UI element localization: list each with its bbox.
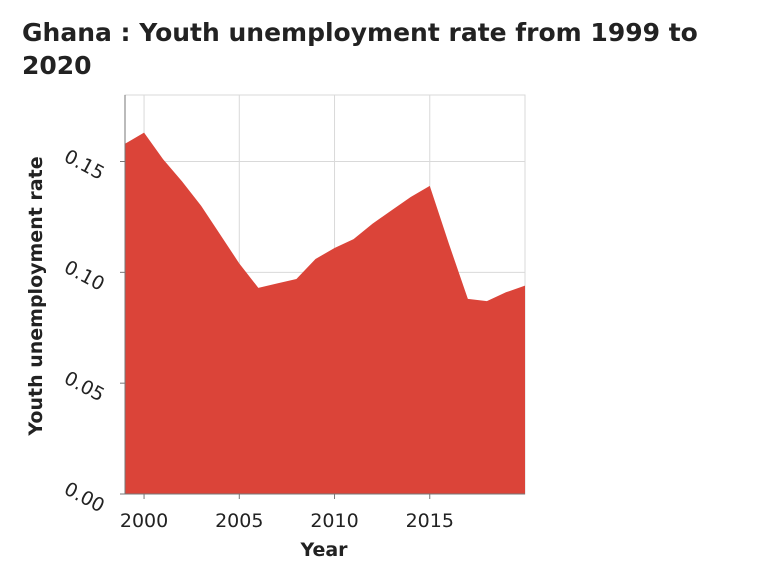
y-tick-label: 0.10 [60, 256, 108, 295]
y-tick-label: 0.00 [60, 478, 108, 517]
y-tick-label: 0.15 [60, 145, 108, 184]
y-axis-label: Youth unemployment rate [25, 156, 47, 436]
area-series-fill [125, 132, 525, 494]
x-tick-label: 2000 [120, 510, 168, 532]
x-tick-label: 2010 [310, 510, 358, 532]
y-tick-label: 0.05 [60, 367, 108, 406]
x-axis-label: Year [299, 539, 348, 561]
chart-title: Ghana : Youth unemployment rate from 199… [22, 18, 698, 80]
area-series [125, 132, 525, 494]
x-tick-label: 2015 [406, 510, 454, 532]
x-tick-label: 2005 [215, 510, 263, 532]
